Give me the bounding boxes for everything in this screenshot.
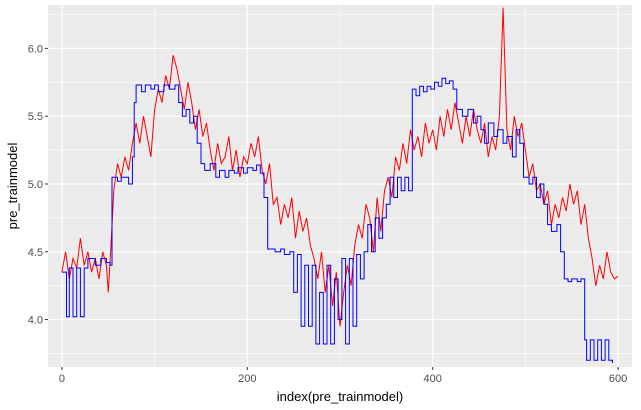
- y-tick-label: 5.5: [28, 111, 43, 123]
- x-tick-label: 400: [424, 373, 442, 385]
- series-line-2: [61, 77, 613, 363]
- x-tick-label: 600: [609, 373, 627, 385]
- x-tick-label: 0: [59, 373, 65, 385]
- series-group: [61, 7, 619, 363]
- y-tick-label: 6.0: [28, 43, 43, 55]
- y-tick-label: 4.5: [28, 247, 43, 259]
- y-tick-label: 5.0: [28, 179, 43, 191]
- y-tick-label: 4.0: [28, 315, 43, 327]
- y-axis-title: pre_trainmodel: [5, 143, 20, 230]
- axis-ticks: 0 200 400 600 4.0 4.5 5.0 5.5 6.0: [28, 43, 628, 385]
- x-axis-title: index(pre_trainmodel): [277, 389, 403, 404]
- x-tick-label: 200: [238, 373, 256, 385]
